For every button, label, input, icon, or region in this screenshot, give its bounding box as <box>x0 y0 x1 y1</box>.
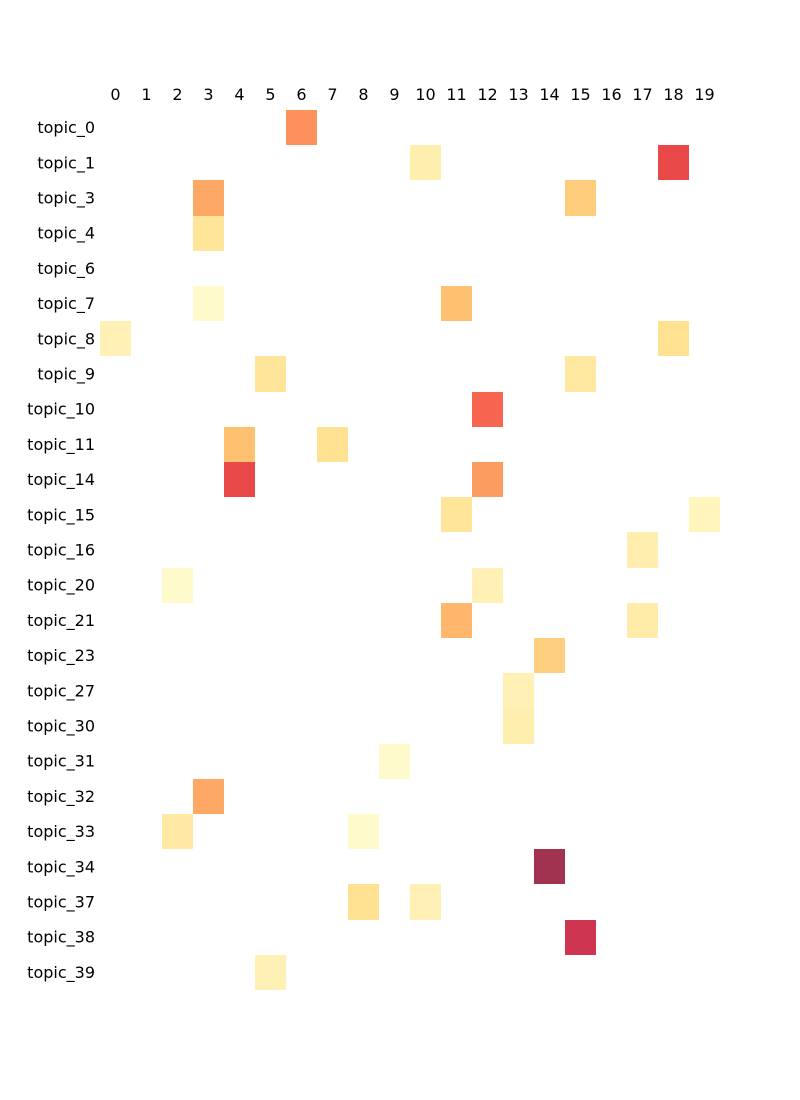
x-tick-label-16: 16 <box>601 85 621 104</box>
heatmap-cell-topic_27-col-13 <box>503 673 534 708</box>
y-tick-label-topic_31: topic_31 <box>27 752 95 772</box>
heatmap-cell-topic_4-col-3 <box>193 216 224 251</box>
x-tick-label-18: 18 <box>663 85 683 104</box>
heatmap-cell-topic_37-col-8 <box>348 884 379 920</box>
heatmap-cell-topic_21-col-17 <box>627 603 658 638</box>
heatmap-cell-topic_23-col-14 <box>534 638 565 673</box>
y-tick-label-topic_32: topic_32 <box>27 787 95 807</box>
heatmap-cell-topic_9-col-5 <box>255 356 286 392</box>
y-tick-label-topic_37: topic_37 <box>27 893 95 913</box>
heatmap-cell-topic_3-col-15 <box>565 180 596 216</box>
x-tick-label-10: 10 <box>415 85 435 104</box>
heatmap-cell-topic_39-col-5 <box>255 955 286 990</box>
x-tick-label-7: 7 <box>327 85 337 104</box>
heatmap-cell-topic_38-col-15 <box>565 920 596 955</box>
y-tick-label-topic_23: topic_23 <box>27 646 95 666</box>
y-tick-label-topic_14: topic_14 <box>27 470 95 490</box>
heatmap-cell-topic_21-col-11 <box>441 603 472 638</box>
y-tick-label-topic_4: topic_4 <box>37 224 95 244</box>
y-tick-label-topic_10: topic_10 <box>27 400 95 420</box>
x-tick-label-14: 14 <box>539 85 559 104</box>
y-tick-label-topic_20: topic_20 <box>27 576 95 596</box>
y-tick-label-topic_15: topic_15 <box>27 505 95 525</box>
heatmap-cell-topic_14-col-12 <box>472 462 503 497</box>
heatmap-cell-topic_8-col-18 <box>658 321 689 356</box>
heatmap-cell-topic_20-col-12 <box>472 568 503 603</box>
heatmap-cell-topic_31-col-9 <box>379 744 410 779</box>
heatmap-cell-topic_33-col-2 <box>162 814 193 849</box>
heatmap-cell-topic_33-col-8 <box>348 814 379 849</box>
x-tick-label-15: 15 <box>570 85 590 104</box>
heatmap-cell-topic_11-col-7 <box>317 427 348 462</box>
heatmap-cell-topic_8-col-0 <box>100 321 131 356</box>
heatmap-cell-topic_15-col-19 <box>689 497 720 532</box>
heatmap-cell-topic_7-col-11 <box>441 286 472 321</box>
heatmap-cell-topic_9-col-15 <box>565 356 596 392</box>
x-tick-label-3: 3 <box>203 85 213 104</box>
heatmap-cell-topic_1-col-10 <box>410 145 441 180</box>
heatmap-cells <box>100 110 720 990</box>
heatmap-cell-topic_0-col-6 <box>286 110 317 145</box>
x-tick-label-17: 17 <box>632 85 652 104</box>
heatmap-cell-topic_16-col-17 <box>627 532 658 568</box>
x-tick-label-12: 12 <box>477 85 497 104</box>
heatmap-cell-topic_1-col-18 <box>658 145 689 180</box>
y-tick-label-topic_8: topic_8 <box>37 329 95 349</box>
x-tick-label-8: 8 <box>358 85 368 104</box>
x-tick-label-2: 2 <box>172 85 182 104</box>
y-tick-label-topic_9: topic_9 <box>37 365 95 385</box>
x-tick-label-5: 5 <box>265 85 275 104</box>
y-tick-label-topic_30: topic_30 <box>27 717 95 737</box>
y-tick-label-topic_38: topic_38 <box>27 928 95 948</box>
y-tick-label-topic_34: topic_34 <box>27 857 95 877</box>
heatmap-cell-topic_14-col-4 <box>224 462 255 497</box>
x-tick-label-0: 0 <box>110 85 120 104</box>
y-tick-label-topic_3: topic_3 <box>37 189 95 209</box>
y-tick-label-topic_33: topic_33 <box>27 822 95 842</box>
y-tick-label-topic_27: topic_27 <box>27 681 95 701</box>
heatmap-cell-topic_20-col-2 <box>162 568 193 603</box>
x-tick-label-4: 4 <box>234 85 244 104</box>
heatmap-cell-topic_34-col-14 <box>534 849 565 884</box>
heatmap-cell-topic_3-col-3 <box>193 180 224 216</box>
y-tick-label-topic_0: topic_0 <box>37 118 95 138</box>
heatmap-cell-topic_32-col-3 <box>193 779 224 814</box>
y-tick-label-topic_11: topic_11 <box>27 435 95 455</box>
y-tick-label-topic_7: topic_7 <box>37 294 95 314</box>
heatmap-cell-topic_10-col-12 <box>472 392 503 427</box>
heatmap-cell-topic_37-col-10 <box>410 884 441 920</box>
x-tick-label-1: 1 <box>141 85 151 104</box>
x-tick-label-13: 13 <box>508 85 528 104</box>
x-tick-label-11: 11 <box>446 85 466 104</box>
heatmap-cell-topic_15-col-11 <box>441 497 472 532</box>
x-tick-label-6: 6 <box>296 85 306 104</box>
heatmap-cell-topic_7-col-3 <box>193 286 224 321</box>
x-tick-label-19: 19 <box>694 85 714 104</box>
x-axis-tick-labels: 0 1 2 3 4 5 6 7 8 9 10 11 12 13 14 15 16 17 18 19 <box>110 85 714 104</box>
y-axis-tick-labels: topic_0 topic_1 topic_3 topic_4 topic_6topic… <box>27 118 95 983</box>
y-tick-label-topic_21: topic_21 <box>27 611 95 631</box>
heatmap-cell-topic_30-col-13 <box>503 708 534 744</box>
x-tick-label-9: 9 <box>389 85 399 104</box>
y-tick-label-topic_1: topic_1 <box>37 153 95 173</box>
y-tick-label-topic_6: topic_6 <box>37 259 95 279</box>
y-tick-label-topic_39: topic_39 <box>27 963 95 983</box>
y-tick-label-topic_16: topic_16 <box>27 541 95 561</box>
heatmap-cell-topic_11-col-4 <box>224 427 255 462</box>
